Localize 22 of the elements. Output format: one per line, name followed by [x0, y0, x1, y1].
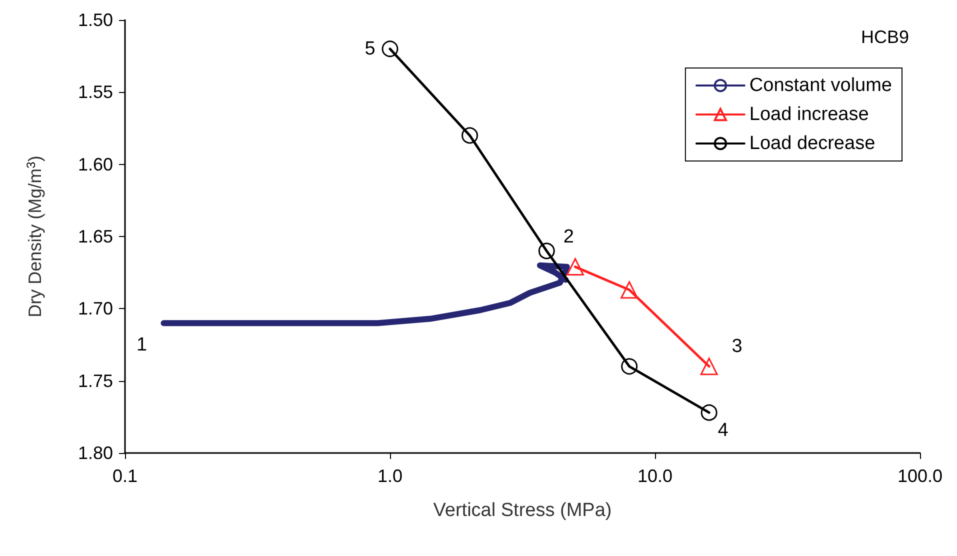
x-tick-label: 0.1 [112, 466, 138, 486]
y-tick-label: 1.60 [78, 154, 113, 174]
legend-label: Constant volume [749, 75, 892, 96]
x-tick-label: 100.0 [897, 466, 943, 486]
legend-label: Load increase [749, 104, 869, 125]
x-tick-label: 10.0 [637, 466, 673, 486]
y-tick-label: 1.65 [78, 226, 113, 246]
annotation: 5 [364, 38, 376, 60]
y-tick-label: 1.70 [78, 298, 113, 319]
y-tick-label: 1.75 [78, 370, 113, 391]
annotation: 4 [718, 420, 729, 442]
y-tick-label: 1.55 [78, 82, 113, 102]
x-tick-label: 1.0 [377, 466, 403, 486]
annotation: 3 [732, 336, 742, 357]
y-tick-label: 1.50 [78, 10, 113, 30]
legend-label: Load decrease [749, 133, 876, 154]
annotation: 1 [136, 334, 148, 356]
annotation: 2 [563, 226, 574, 248]
x-axis-title: Vertical Stress (MPa) [433, 500, 612, 521]
y-axis-title: Dry Density (Mg/m3) [24, 156, 45, 318]
annotation: HCB9 [860, 27, 909, 47]
y-tick-label: 1.80 [78, 443, 113, 463]
